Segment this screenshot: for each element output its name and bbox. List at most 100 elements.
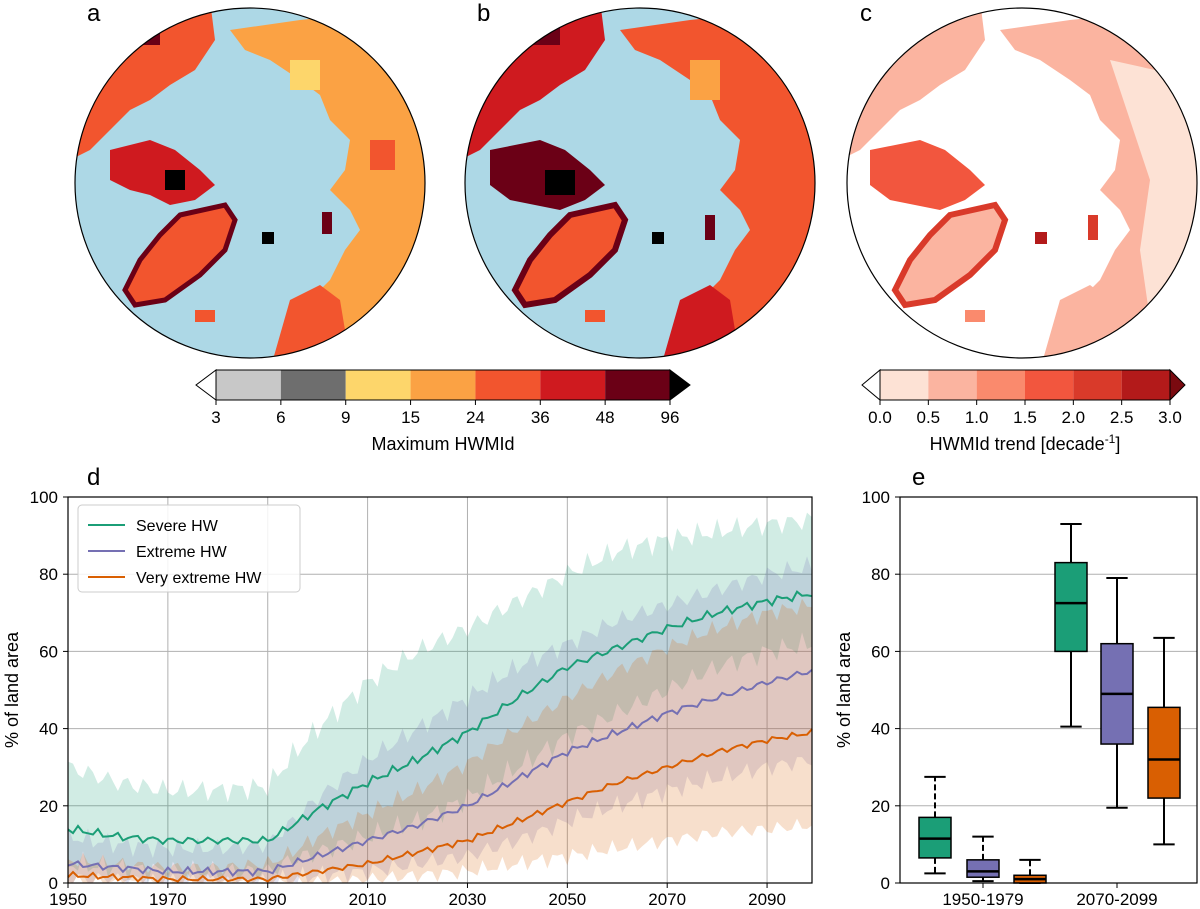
legend-entry-0: Severe HW [136, 518, 219, 535]
y-tick-label-e: 80 [871, 565, 890, 584]
x-tick-label-d: 2070 [648, 890, 686, 909]
box-chart-e: 0 20 40 60 80 100 1950-1979 2070-2099 % of land … [834, 488, 1198, 909]
y-tick-label-d: 40 [39, 720, 58, 739]
x-tick-label-d: 2030 [449, 890, 487, 909]
legend-entry-2: Very extreme HW [136, 570, 262, 587]
colorbar-left-tick-label: 96 [661, 408, 680, 427]
landmass-archipelago-c [870, 140, 985, 210]
colorbar-right-tick-label: 1.0 [965, 408, 989, 427]
colorbar-right-label-end: ] [1115, 434, 1120, 454]
hotspot-a4 [322, 212, 332, 234]
y-tick-label-d: 0 [49, 874, 58, 893]
colorbar-left-tick-label: 36 [531, 408, 550, 427]
colorbar-left-bin [540, 370, 606, 400]
landmass-iceland-b [585, 310, 605, 322]
legend-box-d [77, 504, 301, 593]
map-panel-a [75, 8, 425, 358]
y-tick-label-d: 20 [39, 797, 58, 816]
x-tick-label-d: 2050 [548, 890, 586, 909]
legend-entry-1: Extreme HW [136, 544, 228, 561]
hotspot-a3 [262, 232, 274, 244]
landmass-siberia-a [230, 15, 425, 358]
colorbar-left-bin [410, 370, 476, 400]
hotspot-c2 [1088, 215, 1098, 240]
landmass-greenland-b [511, 201, 629, 309]
colorbar-left-bin [345, 370, 411, 400]
x-tick-label-e: 2070-2099 [1076, 890, 1157, 909]
box-body [966, 859, 1000, 878]
map-border-a [74, 7, 426, 359]
colorbar-left-tick-label: 3 [211, 408, 220, 427]
hotspot-a5 [370, 140, 395, 170]
panel-label-a: a [87, 0, 101, 27]
colorbar-right-bin [1073, 370, 1122, 400]
x-tick-label-e: 1950-1979 [942, 890, 1023, 909]
uncertainty-band-2 [68, 598, 812, 883]
colorbar-left-bin [475, 370, 541, 400]
landmass-iceland-a [195, 310, 215, 322]
landmass-greenland-c [891, 201, 1009, 309]
colorbar-left-tick-label: 6 [276, 408, 285, 427]
landmass-siberia-c-light [1110, 60, 1197, 320]
map-panel-b [465, 8, 815, 358]
panel-label-c: c [860, 0, 872, 27]
hotspot-b4 [705, 215, 715, 240]
hotspot-b3 [652, 232, 664, 244]
map-border-b [464, 7, 816, 359]
panel-label-e: e [912, 464, 926, 491]
series-line-2 [67, 728, 813, 884]
box-body [1054, 561, 1088, 653]
map-border-c [846, 7, 1198, 359]
colorbar-left-bin [605, 370, 670, 400]
x-tick-label-d: 2010 [349, 890, 387, 909]
colorbar-right-label-sup: -1 [1105, 432, 1116, 446]
colorbar-left-max-arrow [669, 369, 691, 401]
colorbar-right-tick-label: 1.5 [1013, 408, 1037, 427]
colorbar-right-tick-label: 2.5 [1110, 408, 1134, 427]
panel-label-d: d [87, 464, 101, 491]
series-line-1 [67, 669, 813, 878]
colorbar-right: 0.0 0.5 1.0 1.5 2.0 2.5 3.0 HWMId trend [decade… [861, 368, 1186, 454]
colorbar-left-min-arrow [195, 369, 217, 401]
x-tick-label-d: 1950 [49, 890, 87, 909]
colorbar-right-max-arrow [1169, 368, 1186, 402]
x-tick-label-d: 1990 [249, 890, 287, 909]
x-tick-label-d: 2090 [748, 890, 786, 909]
plot-frame-d [67, 496, 813, 884]
colorbar-left-frame [215, 369, 671, 401]
landmass-greenland-a [122, 202, 238, 308]
uncertainty-band-0 [68, 512, 812, 883]
colorbar-left-bin [216, 370, 281, 400]
y-tick-label-e: 20 [871, 797, 890, 816]
colorbar-left-bin [280, 370, 346, 400]
y-tick-label-e: 40 [871, 720, 890, 739]
colorbar-left-tick-label: 24 [466, 408, 485, 427]
hotspot-b2 [545, 170, 575, 195]
y-tick-label-d: 100 [30, 488, 58, 507]
colorbar-right-tick-label: 2.0 [1062, 408, 1086, 427]
colorbar-right-tick-label: 0.5 [917, 408, 941, 427]
colorbar-right-bin [1025, 370, 1074, 400]
hotspot-c1 [1035, 232, 1047, 244]
colorbar-left-tick-label: 9 [341, 408, 350, 427]
colorbar-left-tick-label: 15 [401, 408, 420, 427]
y-tick-label-d: 80 [39, 565, 58, 584]
landmass-archipelago-a [110, 140, 215, 205]
y-axis-label-e: % of land area [834, 631, 854, 748]
y-tick-label-e: 60 [871, 642, 890, 661]
colorbar-left-tick-label: 48 [596, 408, 615, 427]
panel-label-b: b [477, 0, 491, 27]
series-line-0 [67, 590, 813, 846]
colorbar-right-tick-label: 3.0 [1158, 408, 1182, 427]
hotspot-a6 [290, 60, 320, 90]
uncertainty-band-1 [68, 556, 812, 883]
colorbar-right-label-main: HWMId trend [decade [930, 434, 1105, 454]
y-tick-label-d: 60 [39, 642, 58, 661]
x-tick-label-d: 1970 [149, 890, 187, 909]
hotspot-a1 [140, 20, 160, 45]
colorbar-right-min-arrow [861, 368, 881, 402]
box-body [1147, 706, 1181, 799]
colorbar-right-bin [976, 370, 1025, 400]
